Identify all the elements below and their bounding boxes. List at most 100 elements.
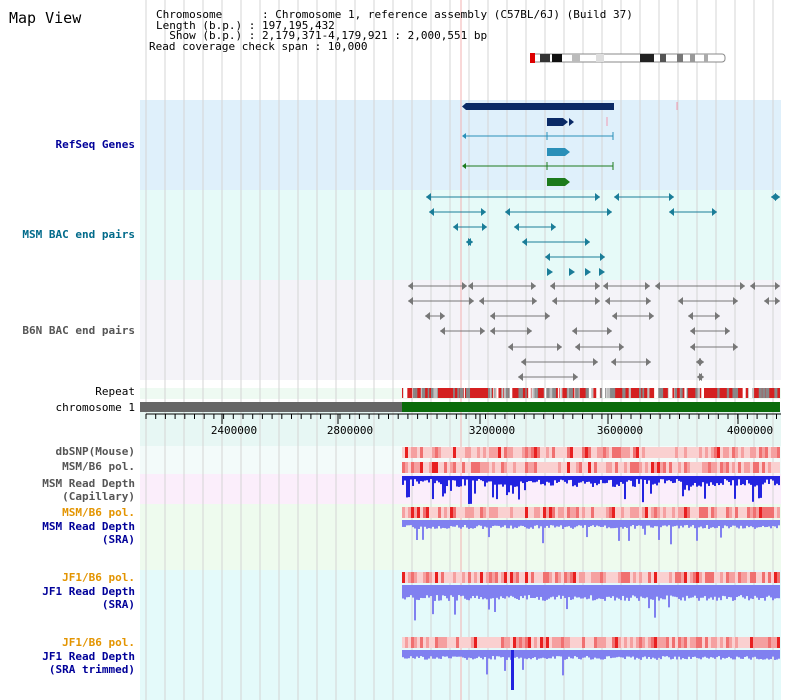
- msm-sra-depth-bar: [588, 520, 590, 527]
- jf1-sra-depth-bar: [624, 585, 626, 601]
- msm-capillary-depth-bar: [634, 476, 636, 487]
- jf1-sra-depth-bar: [746, 585, 748, 597]
- msm-capillary-depth-bar: [660, 476, 662, 480]
- jf1-pol-bar-cell: [648, 572, 651, 583]
- jf1-trim-depth-bar: [704, 650, 706, 657]
- track-label-refseq[interactable]: RefSeq Genes: [55, 138, 135, 151]
- msm-sra-pol-bar-cell: [402, 507, 405, 518]
- msm-sra-pol-bar-cell: [750, 507, 753, 518]
- msm-sra-pol-bar-cell: [729, 507, 732, 518]
- jf1-sra-depth-bar: [554, 585, 556, 600]
- jf1-trim-depth-bar: [496, 650, 498, 657]
- jf1-sra-depth-bar: [656, 585, 658, 597]
- jf1-trim-pol-bar-cell: [633, 637, 636, 648]
- msm-sra-depth-bar: [724, 520, 726, 526]
- jf1-trim-pol-bar-cell: [417, 637, 420, 648]
- msm-sra-depth-bar: [644, 520, 646, 535]
- msm-capillary-depth-bar: [618, 476, 620, 486]
- msm-sra-depth-bar: [742, 520, 744, 529]
- dbsnp-bar-cell: [447, 447, 450, 458]
- dbsnp-bar-cell: [579, 447, 582, 458]
- jf1-pol-bar-cell: [753, 572, 756, 583]
- msm-pol-bar-cell: [618, 462, 621, 473]
- dbsnp-bar-cell: [423, 447, 426, 458]
- jf1-trim-depth-bar: [484, 650, 486, 658]
- msm-capillary-depth-bar: [756, 476, 758, 486]
- dbsnp-bar-cell: [597, 447, 600, 458]
- jf1-sra-depth-bar: [652, 585, 654, 600]
- axis-tick-label: 3200000: [469, 424, 515, 437]
- dbsnp-bar-cell: [735, 447, 738, 458]
- jf1-trim-depth-bar: [548, 650, 550, 659]
- jf1-pol-bar-cell: [600, 572, 603, 583]
- jf1-trim-pol-bar-cell: [681, 637, 684, 648]
- msm-sra-depth-bar: [550, 520, 552, 526]
- msm-bac-pair-right-end: [468, 238, 473, 246]
- jf1-trim-depth-bar: [514, 650, 516, 658]
- jf1-trim-pol-bar-cell: [549, 637, 552, 648]
- jf1-trim-depth-bar: [628, 650, 630, 657]
- jf1-trim-pol-bar-cell: [705, 637, 708, 648]
- msm-capillary-depth-bar: [600, 476, 602, 480]
- msm-sra-depth-bar: [658, 520, 660, 540]
- jf1-trim-depth-bar: [586, 650, 588, 657]
- jf1-sra-depth-bar: [538, 585, 540, 600]
- jf1-trim-depth-bar: [598, 650, 600, 659]
- jf1-pol-bar-cell: [750, 572, 753, 583]
- msm-capillary-depth-bar: [744, 476, 746, 486]
- b6n-bac-pair-right-end: [725, 327, 730, 335]
- msm-sra-pol-bar-cell: [477, 507, 480, 518]
- ideogram-band: [552, 54, 562, 62]
- jf1-trim-pol-bar-cell: [612, 637, 615, 648]
- msm-sra-pol-bar-cell: [777, 507, 780, 518]
- jf1-trim-pol-bar-cell: [690, 637, 693, 648]
- msm-sra-pol-bar-cell: [591, 507, 594, 518]
- repeat-block: [460, 388, 464, 398]
- jf1-sra-depth-bar: [562, 585, 564, 596]
- jf1-sra-depth-bar: [560, 585, 562, 599]
- dbsnp-bar-cell: [693, 447, 696, 458]
- jf1-pol-bar-cell: [552, 572, 555, 583]
- msm-capillary-depth-bar: [496, 476, 498, 500]
- msm-capillary-depth-bar: [678, 476, 680, 481]
- msm-sra-depth-bar: [564, 520, 566, 528]
- msm-sra-depth-bar: [602, 520, 604, 527]
- jf1-sra-depth-bar: [686, 585, 688, 596]
- jf1-pol-bar-cell: [663, 572, 666, 583]
- track-label-b6n-bac[interactable]: B6N BAC end pairs: [22, 324, 135, 337]
- msm-sra-pol-bar-cell: [483, 507, 486, 518]
- msm-sra-pol-bar-cell: [462, 507, 465, 518]
- jf1-trim-pol-bar-cell: [717, 637, 720, 648]
- msm-capillary-depth-bar: [434, 476, 436, 484]
- msm-sra-depth-bar: [530, 520, 532, 528]
- msm-capillary-depth-bar: [492, 476, 494, 498]
- jf1-pol-bar-cell: [723, 572, 726, 583]
- jf1-sra-depth-bar: [424, 585, 426, 599]
- msm-capillary-depth-bar: [580, 476, 582, 483]
- jf1-trim-depth-bar: [502, 650, 504, 658]
- jf1-sra-depth-bar: [484, 585, 486, 599]
- jf1-pol-bar-cell: [603, 572, 606, 583]
- msm-capillary-depth-bar: [522, 476, 524, 484]
- jf1-sra-depth-bar: [494, 585, 496, 612]
- track-label-msm-bac[interactable]: MSM BAC end pairs: [22, 228, 135, 241]
- ideogram-band: [540, 54, 550, 62]
- jf1-trim-depth-bar: [732, 650, 734, 660]
- jf1-sra-depth-bar: [432, 585, 434, 615]
- msm-sra-depth-bar: [532, 520, 534, 529]
- msm-sra-depth-bar: [468, 520, 470, 529]
- repeat-block: [750, 388, 755, 398]
- msm-capillary-depth-bar: [648, 476, 650, 481]
- jf1-trim-pol-bar-cell: [753, 637, 756, 648]
- jf1-pol-bar-cell: [558, 572, 561, 583]
- msm-sra-depth-bar: [706, 520, 708, 526]
- dbsnp-bar-cell: [558, 447, 561, 458]
- msm-sra-depth-bar: [438, 520, 440, 527]
- dbsnp-bar-cell: [669, 447, 672, 458]
- jf1-sra-depth-bar: [598, 585, 600, 599]
- msm-sra-depth-bar: [680, 520, 682, 526]
- msm-sra-depth-bar: [422, 520, 424, 540]
- jf1-pol-bar-cell: [768, 572, 771, 583]
- msm-pol-bar-cell: [528, 462, 531, 473]
- jf1-sra-depth-bar: [426, 585, 428, 596]
